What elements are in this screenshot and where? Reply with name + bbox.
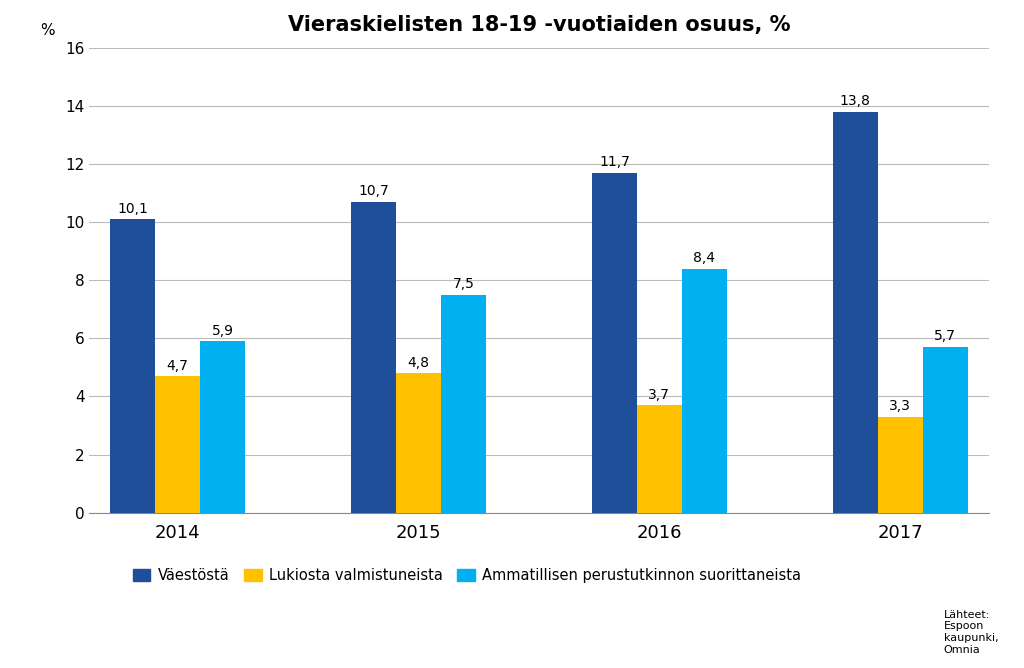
- Bar: [878, 417, 923, 512]
- Text: 11,7: 11,7: [599, 155, 630, 169]
- Text: 4,7: 4,7: [167, 359, 188, 373]
- Text: 5,9: 5,9: [212, 324, 233, 338]
- Text: 10,7: 10,7: [358, 184, 389, 198]
- Bar: [833, 112, 878, 512]
- Bar: [351, 202, 396, 512]
- Text: 4,8: 4,8: [408, 355, 429, 369]
- Bar: [592, 172, 637, 512]
- Text: 8,4: 8,4: [693, 251, 716, 265]
- Bar: [156, 376, 200, 512]
- Text: 13,8: 13,8: [840, 94, 870, 108]
- Text: 7,5: 7,5: [453, 277, 474, 291]
- Legend: Väestöstä, Lukiosta valmistuneista, Ammatillisen perustutkinnon suorittaneista: Väestöstä, Lukiosta valmistuneista, Amma…: [127, 562, 807, 589]
- Text: 3,3: 3,3: [889, 399, 911, 413]
- Text: 5,7: 5,7: [934, 329, 956, 343]
- Bar: [396, 373, 441, 512]
- Bar: [637, 405, 682, 512]
- Text: %: %: [40, 23, 54, 38]
- Bar: [923, 347, 968, 512]
- Bar: [200, 341, 245, 512]
- Text: Lähteet:
Espoon
kaupunki,
Omnia: Lähteet: Espoon kaupunki, Omnia: [944, 610, 998, 655]
- Bar: [682, 269, 727, 512]
- Text: 3,7: 3,7: [648, 387, 671, 401]
- Title: Vieraskielisten 18-19 -vuotiaiden osuus, %: Vieraskielisten 18-19 -vuotiaiden osuus,…: [288, 15, 791, 35]
- Bar: [441, 295, 486, 512]
- Bar: [111, 219, 156, 512]
- Text: 10,1: 10,1: [118, 202, 148, 216]
